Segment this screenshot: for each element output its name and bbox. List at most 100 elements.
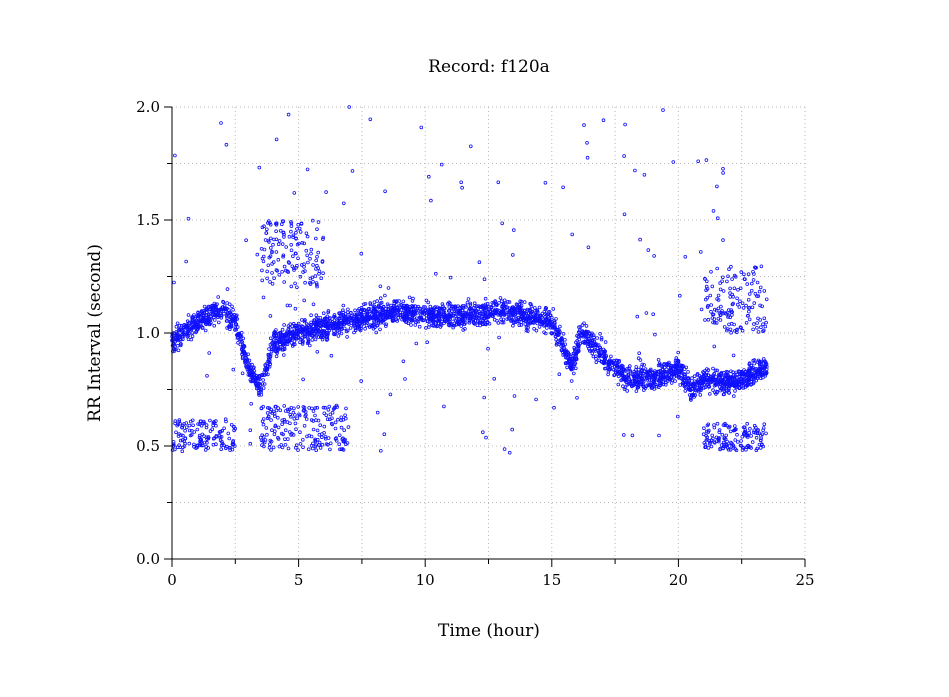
data-point (177, 327, 182, 331)
data-point (206, 312, 211, 317)
data-point (515, 310, 520, 315)
data-point (410, 299, 415, 303)
data-point (419, 125, 424, 130)
data-point (280, 336, 285, 340)
data-point (303, 318, 307, 323)
data-point (745, 383, 749, 388)
data-point (595, 336, 599, 340)
data-point (717, 311, 722, 315)
data-point (572, 347, 577, 352)
data-point (181, 334, 185, 339)
data-point (334, 403, 339, 408)
data-point (325, 417, 330, 422)
data-point (293, 306, 298, 311)
data-point (717, 430, 722, 435)
data-point (718, 447, 722, 452)
data-point (336, 316, 341, 321)
data-point (424, 326, 428, 330)
data-point (312, 318, 316, 323)
data-point (184, 259, 189, 264)
data-point (563, 349, 567, 354)
data-point (315, 284, 319, 289)
data-point (711, 388, 715, 392)
data-point (467, 307, 472, 312)
data-point (764, 297, 769, 302)
data-point (513, 308, 518, 313)
data-point (519, 303, 524, 308)
data-point (601, 118, 606, 122)
data-point (212, 421, 217, 426)
data-point (264, 231, 269, 235)
data-point (533, 313, 537, 317)
data-point (724, 444, 728, 449)
data-point (757, 442, 762, 447)
data-point (345, 328, 350, 333)
data-point (591, 348, 595, 353)
data-point (716, 298, 721, 302)
data-point (525, 307, 530, 312)
data-point (601, 359, 606, 364)
data-point (484, 435, 488, 440)
data-point (310, 218, 315, 223)
data-point (359, 324, 363, 329)
data-point (579, 333, 584, 338)
data-point (718, 281, 722, 285)
data-point (301, 377, 305, 382)
data-point (336, 417, 340, 422)
data-point (335, 328, 340, 333)
data-point (320, 442, 325, 447)
data-point (744, 445, 749, 449)
data-point (683, 389, 688, 393)
data-point (228, 325, 232, 329)
data-point (712, 317, 717, 321)
data-point (313, 337, 318, 342)
data-point (682, 372, 687, 376)
data-point (733, 389, 737, 393)
data-point (260, 268, 264, 273)
data-point (433, 305, 437, 309)
data-point (341, 303, 346, 308)
data-point (561, 185, 565, 190)
data-point (323, 434, 328, 439)
data-point (270, 428, 274, 433)
data-point (482, 395, 487, 400)
data-point (268, 336, 273, 341)
data-point (410, 313, 415, 318)
y-tick-label: 0.5 (136, 437, 160, 455)
data-point (404, 303, 409, 308)
data-point (739, 439, 743, 443)
data-point (260, 433, 265, 438)
data-point (628, 381, 632, 386)
data-point (339, 418, 344, 423)
data-point (278, 408, 283, 413)
data-point (219, 447, 224, 452)
data-point (271, 242, 275, 247)
data-point (739, 381, 744, 386)
data-point (715, 216, 720, 221)
data-point (565, 355, 570, 360)
data-point (262, 373, 266, 377)
data-point (752, 428, 756, 433)
data-point (315, 227, 319, 232)
data-point (429, 198, 433, 203)
data-point (683, 254, 688, 259)
data-point (296, 222, 301, 227)
data-point (498, 313, 503, 318)
data-point (266, 414, 271, 419)
data-point (352, 314, 356, 319)
data-point (270, 281, 275, 286)
data-point (353, 328, 358, 333)
data-point (468, 303, 473, 307)
data-point (658, 362, 662, 367)
data-point (751, 278, 756, 282)
data-point (382, 432, 387, 437)
data-point (522, 316, 527, 320)
data-point (294, 443, 299, 448)
data-point (245, 358, 250, 362)
data-point (304, 417, 309, 421)
data-point (272, 429, 277, 434)
data-point (632, 379, 637, 383)
data-point (262, 247, 267, 252)
data-point (405, 313, 410, 318)
data-point (203, 321, 208, 326)
